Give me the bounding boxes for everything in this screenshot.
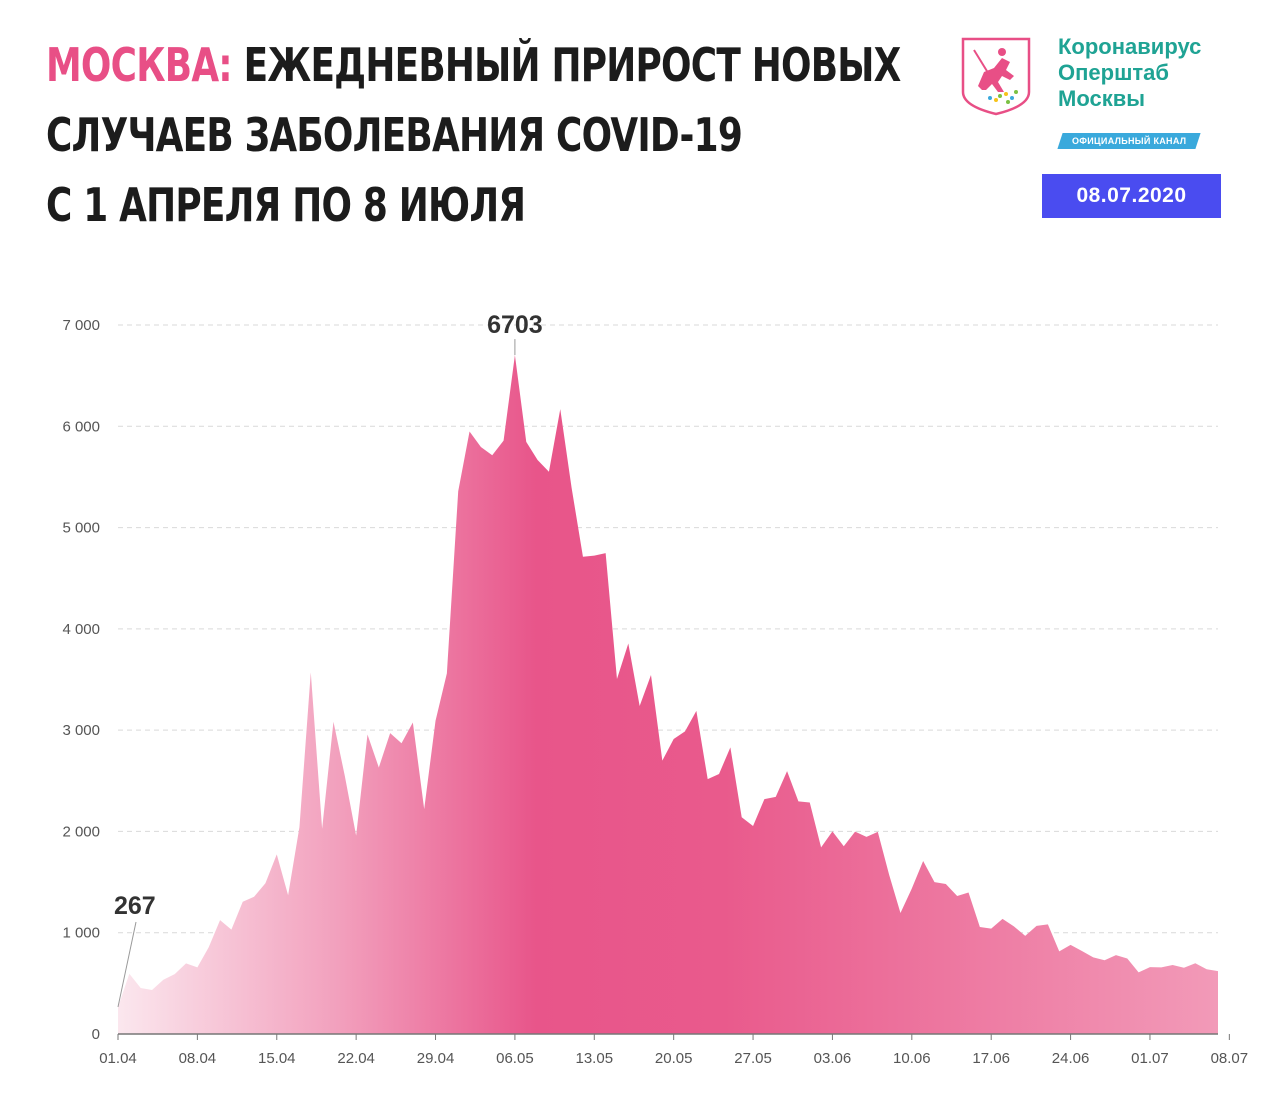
x-tick-label: 27.05 [734,1050,772,1067]
x-tick-label: 08.07 [1211,1050,1249,1067]
x-tick-label: 08.04 [179,1050,217,1067]
org-name: Коронавирус Оперштаб Москвы [1058,34,1248,112]
moscow-coat-of-arms-icon [960,36,1032,116]
x-tick-label: 01.07 [1131,1050,1169,1067]
x-tick-label: 01.04 [99,1050,137,1067]
area-chart: 0 1 000 2 000 3 000 4 000 5 000 6 000 7 000 01.0… [62,311,1248,1067]
x-tick-label: 10.06 [893,1050,931,1067]
y-tick-label: 0 [92,1026,100,1043]
axes: 0 1 000 2 000 3 000 4 000 5 000 6 000 7 000 01.0… [62,317,1248,1067]
x-tick-label: 20.05 [655,1050,693,1067]
org-name-line-1: Коронавирус [1058,34,1202,59]
page-title: МОСКВА: ЕЖЕДНЕВНЫЙ ПРИРОСТ НОВЫХ СЛУЧАЕВ… [46,30,901,240]
y-tick-label: 7 000 [62,317,100,334]
org-name-line-2: Оперштаб [1058,60,1170,85]
y-tick-label: 4 000 [62,621,100,638]
series-area-path [118,355,1218,1035]
y-tick-label: 6 000 [62,418,100,435]
x-tick-label: 22.04 [337,1050,375,1067]
annotation-label: 267 [114,892,156,920]
title-line-2: СЛУЧАЕВ ЗАБОЛЕВАНИЯ COVID-19 [46,108,743,162]
annotation-leader [117,921,137,1008]
official-channel-badge: ОФИЦИАЛЬНЫЙ КАНАЛ [1057,133,1201,149]
x-tick-label: 06.05 [496,1050,534,1067]
date-badge: 08.07.2020 [1042,174,1221,218]
series-area [118,355,1218,1035]
y-tick-label: 5 000 [62,520,100,537]
x-tick-label: 24.06 [1052,1050,1090,1067]
org-name-line-3: Москвы [1058,86,1146,111]
title-city: МОСКВА: [46,38,233,92]
official-channel-label: ОФИЦИАЛЬНЫЙ КАНАЛ [1072,136,1187,146]
x-tick-label: 29.04 [417,1050,455,1067]
x-tick-label: 13.05 [576,1050,614,1067]
x-tick-label: 17.06 [972,1050,1010,1067]
x-tick-label: 03.06 [814,1050,852,1067]
y-tick-label: 2 000 [62,823,100,840]
title-line-1: МОСКВА: ЕЖЕДНЕВНЫЙ ПРИРОСТ НОВЫХ [46,30,901,100]
y-tick-label: 1 000 [62,925,100,942]
title-line-1-text: ЕЖЕДНЕВНЫЙ ПРИРОСТ НОВЫХ [243,38,902,92]
annotations: 2676703621 [114,311,543,1008]
title-line-3: С 1 АПРЕЛЯ ПО 8 ИЮЛЯ [46,178,526,232]
x-tick-label: 15.04 [258,1050,296,1067]
y-tick-label: 3 000 [62,722,100,739]
annotation-label: 6703 [487,311,543,339]
